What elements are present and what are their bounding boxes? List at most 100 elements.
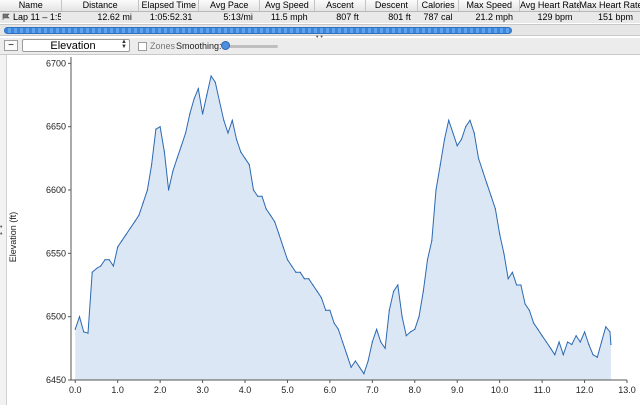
elevation-area [75, 76, 611, 380]
elevation-point [197, 88, 199, 90]
elevation-chart[interactable]: 6450 6500 6550 6600 6650 6700 0.0 1.0 2.0 3.0 4.0 5… [0, 55, 640, 405]
elevation-point [117, 246, 119, 248]
column-header-avg-speed[interactable]: Avg Speed [260, 0, 315, 11]
splitter-handle-icon[interactable]: • • [316, 34, 323, 41]
elevation-point [609, 331, 611, 333]
elevation-point [350, 366, 352, 368]
metric-select-value: Elevation [50, 40, 96, 52]
zones-toggle[interactable]: Zones [138, 40, 175, 52]
metric-select[interactable]: Elevation ▲ ▼ [22, 39, 130, 52]
left-splitter[interactable] [0, 55, 7, 405]
avg-speed-cell: 11.5 mph [270, 12, 308, 22]
elevation-point [112, 265, 114, 267]
elevation-point [426, 259, 429, 261]
lap-name: Lap 11 – 1:54:02 [13, 12, 63, 22]
smoothing-label: Smoothing: [176, 41, 222, 51]
zones-checkbox[interactable] [138, 41, 147, 51]
elevation-point [452, 132, 454, 134]
max-heart-rate-cell: 151 bpm [597, 12, 633, 22]
elevation-point [359, 366, 361, 368]
elevation-point [257, 195, 259, 197]
distance-cell: 12.62 mi [97, 12, 132, 22]
elevation-point [218, 100, 221, 102]
elevation-point [274, 221, 276, 223]
elevation-point [414, 328, 416, 330]
elevation-point [384, 347, 386, 349]
elevation-point [376, 328, 378, 330]
y-axis-title: Elevation (ft) [8, 212, 18, 263]
left-splitter-handle-icon[interactable]: • • [0, 224, 3, 238]
elevation-point [393, 290, 395, 292]
elevation-point [443, 138, 446, 140]
avg-pace-cell: 5:13/mi [223, 12, 253, 22]
horizontal-scrollbar[interactable] [0, 24, 640, 36]
elevation-point [151, 164, 153, 166]
column-header-calories[interactable]: Calories [418, 0, 460, 11]
elapsed-time-cell: 1:05:52.31 [149, 12, 193, 22]
elevation-point [354, 360, 356, 362]
elevation-point [269, 214, 272, 216]
elevation-point [172, 170, 174, 172]
column-header-elapsed-time[interactable]: Elapsed Time [139, 0, 200, 11]
lap-flag-icon [2, 13, 10, 20]
elevation-point [456, 145, 458, 147]
elevation-point [486, 183, 488, 185]
column-header-max-heart-rate[interactable]: Max Heart Rate [579, 0, 640, 10]
elevation-point [206, 94, 208, 96]
elevation-point [380, 341, 382, 343]
elevation-point [469, 119, 471, 121]
elevation-point [477, 157, 480, 159]
collapse-button[interactable]: − [4, 40, 18, 51]
elevation-point [261, 195, 263, 197]
column-header-descent[interactable]: Descent [366, 0, 418, 11]
elevation-point [129, 227, 131, 229]
x-tick-label: 5.0 [281, 385, 294, 395]
elevation-point [346, 354, 348, 356]
elevation-point [537, 328, 539, 330]
elevation-point [405, 335, 407, 337]
y-tick-label: 6700 [46, 58, 66, 68]
column-header-ascent[interactable]: Ascent [315, 0, 366, 11]
elevation-point [528, 309, 531, 311]
smoothing-slider[interactable] [222, 45, 278, 48]
smoothing-slider-knob[interactable] [221, 41, 230, 50]
elevation-point [600, 341, 603, 343]
column-header-distance[interactable]: Distance [62, 0, 139, 11]
elevation-point [125, 233, 127, 235]
elevation-point [312, 284, 314, 286]
elevation-point [138, 214, 140, 216]
elevation-point [227, 132, 229, 134]
elevation-point [571, 343, 573, 346]
elevation-point [163, 151, 165, 153]
column-header-avg-pace[interactable]: Avg Pace [199, 0, 260, 11]
elevation-point [431, 240, 433, 242]
elevation-point [325, 309, 327, 311]
column-header-name[interactable]: Name [0, 0, 63, 11]
scrollbar-thumb[interactable] [4, 27, 512, 34]
table-row[interactable]: Lap 11 – 1:54:02 12.62 mi 1:05:52.31 5:1… [0, 12, 640, 23]
elevation-point [524, 303, 526, 305]
elevation-point [74, 328, 76, 330]
elevation-point [278, 233, 280, 235]
column-header-avg-heart-rate[interactable]: Avg Heart Rate [519, 0, 580, 11]
max-speed-cell: 21.2 mph [475, 12, 513, 22]
elevation-point [503, 252, 505, 254]
x-tick-label: 11.0 [534, 385, 551, 395]
table-header: Name Distance Elapsed Time Avg Pace Avg … [0, 0, 640, 12]
lap-summary-table: Name Distance Elapsed Time Avg Pace Avg … [0, 0, 640, 23]
y-tick-label: 6550 [46, 248, 66, 258]
descent-cell: 801 ft [388, 12, 411, 22]
chevron-updown-icon: ▲ ▼ [121, 39, 127, 50]
elevation-point [562, 354, 564, 356]
calories-cell: 787 cal [423, 12, 453, 22]
elevation-point [240, 151, 242, 153]
elevation-point [342, 341, 344, 343]
elevation-chart-svg: 6450 6500 6550 6600 6650 6700 0.0 1.0 2.0 3.0 4.0 5… [8, 57, 636, 395]
elevation-point [337, 328, 339, 330]
x-tick-label: 12.0 [576, 385, 594, 395]
elevation-point [388, 309, 390, 311]
elevation-point [490, 195, 492, 197]
elevation-point [303, 278, 305, 280]
elevation-point [295, 271, 297, 273]
column-header-max-speed[interactable]: Max Speed [459, 0, 520, 11]
